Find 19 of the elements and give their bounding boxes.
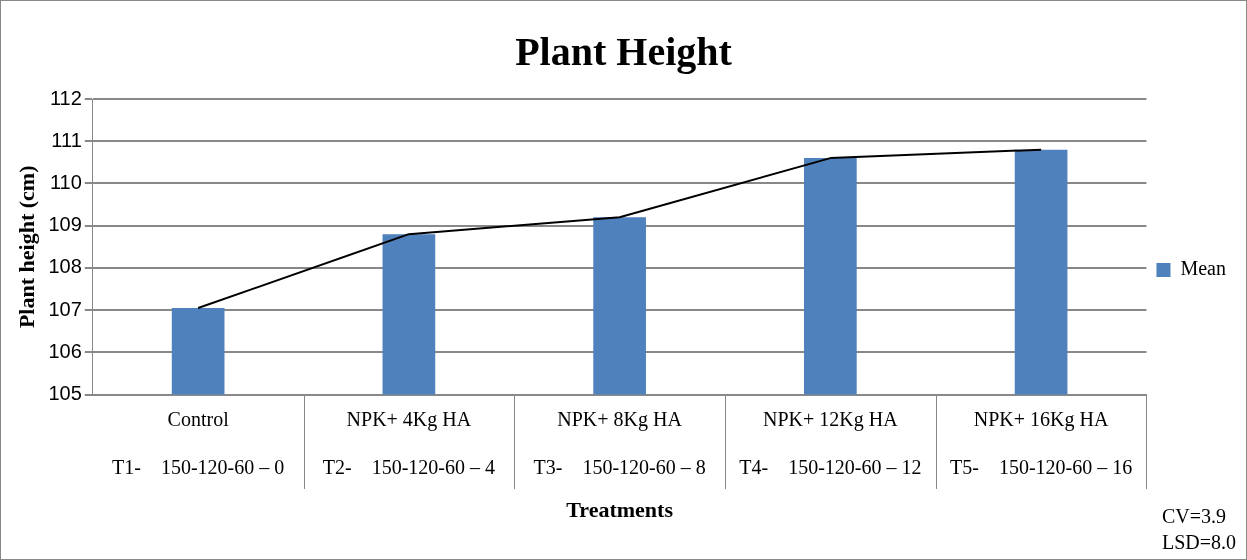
y-tick-label: 112 (49, 86, 82, 109)
category-label: NPK+ 16Kg HA T5- 150-120-60 – 16 (949, 407, 1133, 478)
category-label: NPK+ 12Kg HA T4- 150-120-60 – 12 (739, 407, 922, 478)
chart-title: Plant Height (515, 29, 733, 75)
y-tick-label: 106 (48, 339, 82, 362)
legend-label: Mean (1180, 257, 1227, 280)
category-label: NPK+ 4Kg HA T2- 150-120-60 – 4 (322, 407, 495, 478)
text: LSD=8.0 (1161, 530, 1236, 555)
y-tick-label: 107 (48, 297, 82, 320)
y-tick-label: 110 (49, 170, 82, 193)
y-tick-label: 109 (48, 213, 82, 236)
y-tick-label: 105 (48, 382, 82, 405)
category-label: NPK+ 8Kg HA T3- 150-120-60 – 8 (533, 407, 706, 478)
y-axis-title: Plant height (cm) (13, 165, 39, 329)
y-tick-label: 108 (48, 255, 82, 278)
category-label: Control T1- 150-120-60 – 0 (112, 407, 285, 478)
text: CV=3.9 (1161, 504, 1227, 529)
y-tick-label: 111 (51, 128, 82, 151)
x-axis-title: Treatments (566, 497, 674, 523)
